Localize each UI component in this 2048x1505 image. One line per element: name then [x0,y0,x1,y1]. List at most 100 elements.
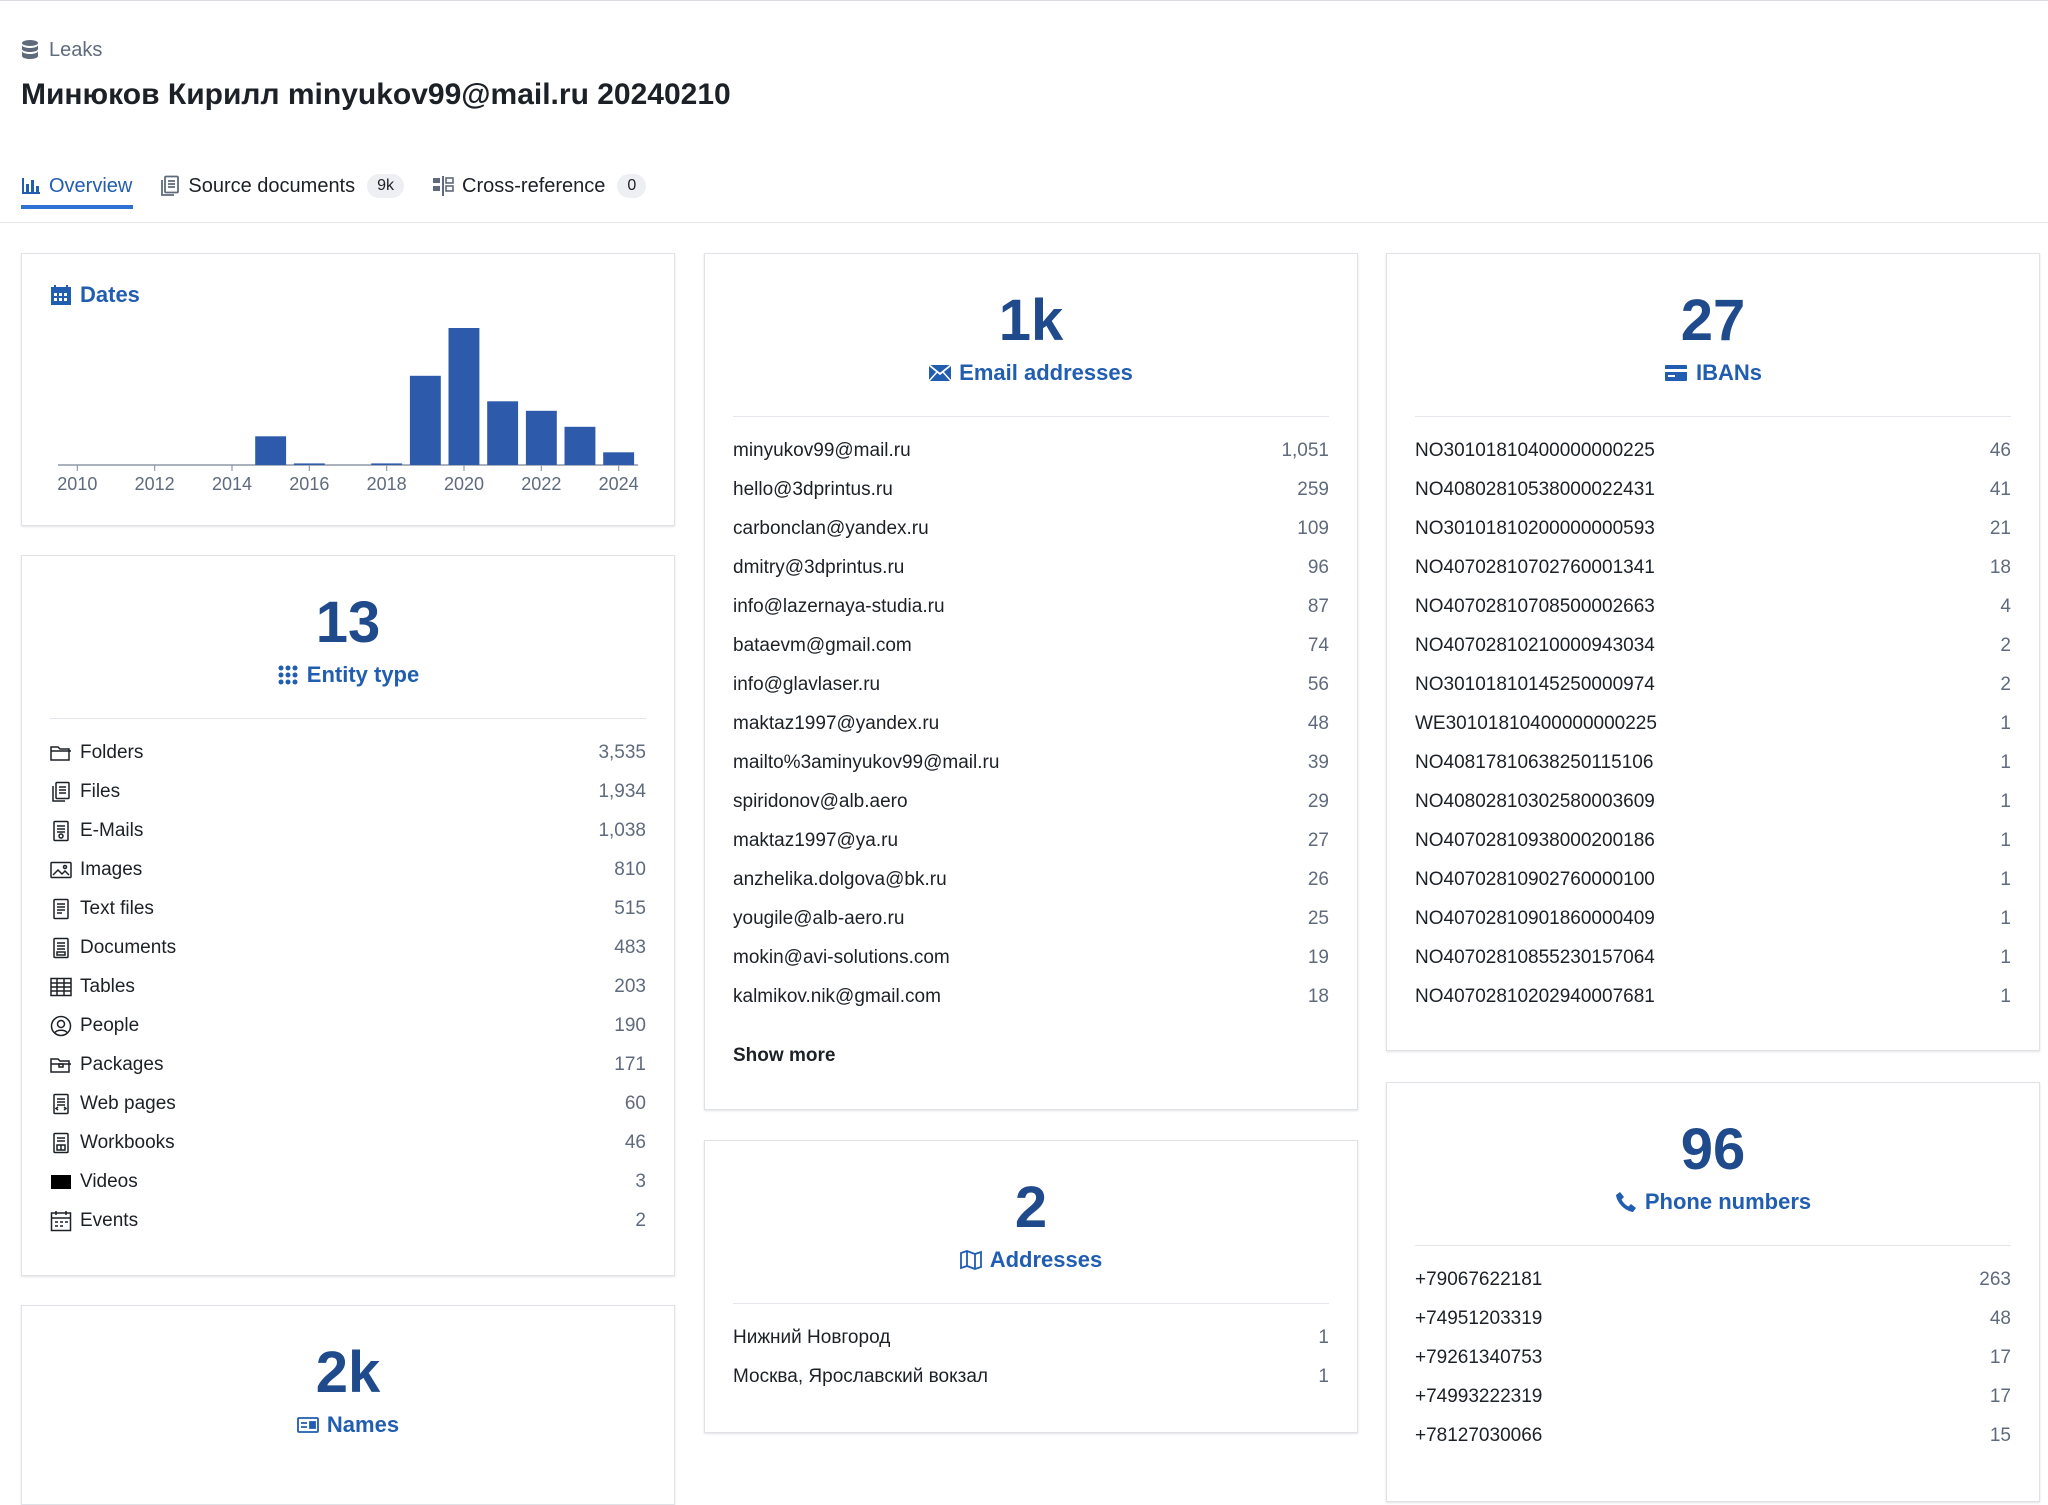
breadcrumb-label[interactable]: Leaks [49,38,103,61]
names-card: 2k Names [21,1305,675,1505]
files-icon [50,781,72,803]
list-item[interactable]: NO40702810938000200186 1 [1415,821,2011,860]
dates-heading: Dates [50,282,140,308]
list-item[interactable]: maktaz1997@ya.ru 27 [733,821,1329,860]
list-item[interactable]: carbonclan@yandex.ru 109 [733,509,1329,548]
iban-value: NO30101810145250000974 [1415,673,1655,695]
chart-bar-2023[interactable] [564,426,596,465]
list-item[interactable]: mokin@avi-solutions.com 19 [733,938,1329,977]
chart-bar-2021[interactable] [487,401,519,465]
list-item[interactable]: Events 2 [50,1201,646,1240]
breadcrumb[interactable]: Leaks [21,37,102,63]
chart-bar-2016[interactable] [293,463,325,465]
list-item[interactable]: NO40802810538000022431 41 [1415,470,2011,509]
entity-type-count: 810 [614,858,646,880]
email-count: 1,051 [1281,439,1329,461]
email-address: anzhelika.dolgova@bk.ru [733,868,947,890]
entity-type-label: Files [80,780,121,802]
entity-type-heading: Entity type [22,662,674,688]
list-item[interactable]: info@lazernaya-studia.ru 87 [733,587,1329,626]
list-item[interactable]: mailto%3aminyukov99@mail.ru 39 [733,743,1329,782]
list-item[interactable]: Text files 515 [50,889,646,928]
phone-number: +79261340753 [1415,1346,1543,1368]
list-item[interactable]: +79261340753 17 [1415,1338,2011,1377]
list-item[interactable]: bataevm@gmail.com 74 [733,626,1329,665]
chart-bar-2019[interactable] [409,375,441,465]
list-item[interactable]: Images 810 [50,850,646,889]
list-item[interactable]: NO40702810901860000409 1 [1415,899,2011,938]
addresses-heading: Addresses [705,1247,1357,1273]
list-item[interactable]: NO40702810210000943034 2 [1415,626,2011,665]
list-item[interactable]: Files 1,934 [50,772,646,811]
list-item[interactable]: info@glavlaser.ru 56 [733,665,1329,704]
id-card-icon [297,1417,319,1433]
list-item[interactable]: NO40817810638250115106 1 [1415,743,2011,782]
list-item[interactable]: NO40702810708500002663 4 [1415,587,2011,626]
list-item[interactable]: +78127030066 15 [1415,1416,2011,1455]
entity-type-label: Folders [80,741,144,763]
list-item[interactable]: NO30101810145250000974 2 [1415,665,2011,704]
list-item[interactable]: WE30101810400000000225 1 [1415,704,2011,743]
package-icon [50,1056,72,1074]
email-count: 109 [1297,517,1329,539]
email-count: 96 [1307,556,1329,578]
tab-overview[interactable]: Overview [21,168,132,204]
tab-source-documents[interactable]: Source documents 9k [160,168,405,204]
list-item[interactable]: Packages 171 [50,1045,646,1084]
list-item[interactable]: Tables 203 [50,967,646,1006]
list-item[interactable]: Москва, Ярославский вокзал 1 [733,1357,1329,1396]
list-item[interactable]: Documents 483 [50,928,646,967]
list-item[interactable]: +79067622181 263 [1415,1260,2011,1299]
chart-bar-2020[interactable] [448,328,480,465]
email-count: 48 [1307,712,1329,734]
list-item[interactable]: NO40802810302580003609 1 [1415,782,2011,821]
list-item[interactable]: Web pages 60 [50,1084,646,1123]
email-address: yougile@alb-aero.ru [733,907,905,929]
phone-numbers-divider [1415,1245,2011,1246]
list-item[interactable]: yougile@alb-aero.ru 25 [733,899,1329,938]
phone-count: 263 [1979,1268,2011,1290]
tab-cross-reference[interactable]: Cross-reference 0 [432,168,647,204]
chart-bar-2022[interactable] [525,410,557,465]
list-item[interactable]: NO30101810200000000593 21 [1415,509,2011,548]
address-count: 1 [1318,1326,1329,1348]
list-item[interactable]: NO40702810902760000100 1 [1415,860,2011,899]
list-item[interactable]: kalmikov.nik@gmail.com 18 [733,977,1329,1016]
iban-count: 1 [2000,868,2011,890]
list-item[interactable]: dmitry@3dprintus.ru 96 [733,548,1329,587]
list-item[interactable]: E-Mails 1,038 [50,811,646,850]
chart-tick-label-2018: 2018 [367,474,407,494]
list-item[interactable]: Videos 3 [50,1162,646,1201]
email-addresses-divider [733,416,1329,417]
chart-bar-2018[interactable] [371,463,403,465]
list-item[interactable]: Нижний Новгород 1 [733,1318,1329,1357]
email-count: 259 [1297,478,1329,500]
list-item[interactable]: +74951203319 48 [1415,1299,2011,1338]
list-item[interactable]: NO40702810855230157064 1 [1415,938,2011,977]
list-item[interactable]: spiridonov@alb.aero 29 [733,782,1329,821]
list-item[interactable]: maktaz1997@yandex.ru 48 [733,704,1329,743]
list-item[interactable]: +74993222319 17 [1415,1377,2011,1416]
email-address: carbonclan@yandex.ru [733,517,929,539]
list-item[interactable]: NO40702810702760001341 18 [1415,548,2011,587]
tab-bar: Overview Source documents 9k Cross-refer… [21,168,647,210]
list-item[interactable]: NO40702810202940007681 1 [1415,977,2011,1016]
iban-value: NO40802810538000022431 [1415,478,1655,500]
list-item[interactable]: Folders 3,535 [50,733,646,772]
list-item[interactable]: anzhelika.dolgova@bk.ru 26 [733,860,1329,899]
list-item[interactable]: hello@3dprintus.ru 259 [733,470,1329,509]
show-more-button[interactable]: Show more [733,1045,836,1066]
pdf-document-icon [50,937,72,959]
iban-value: NO40702810855230157064 [1415,946,1655,968]
email-addresses-heading: Email addresses [705,360,1357,386]
iban-value: NO30101810200000000593 [1415,517,1655,539]
list-item[interactable]: People 190 [50,1006,646,1045]
event-icon [50,1210,72,1232]
list-item[interactable]: Workbooks 46 [50,1123,646,1162]
chart-bar-2015[interactable] [255,436,287,465]
addresses-count: 2 [1014,1175,1048,1240]
chart-bar-2024[interactable] [603,452,635,465]
list-item[interactable]: NO30101810400000000225 46 [1415,431,2011,470]
list-item[interactable]: minyukov99@mail.ru 1,051 [733,431,1329,470]
person-icon [50,1015,72,1037]
